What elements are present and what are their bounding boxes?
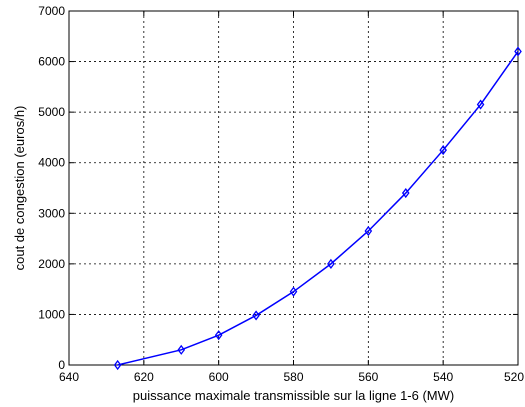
x-tick-label: 620 <box>134 370 154 384</box>
y-tick-label: 1000 <box>38 307 65 321</box>
y-tick-label: 5000 <box>38 105 65 119</box>
y-tick-label: 4000 <box>38 156 65 170</box>
data-point-marker <box>252 310 260 321</box>
data-point-marker <box>113 359 122 371</box>
data-point-marker <box>214 330 223 341</box>
x-axis-label: puissance maximale transmissible sur la … <box>133 388 455 403</box>
x-tick-label: 600 <box>209 370 229 384</box>
x-axis-ticks: 640 620 600 580 560 540 520 <box>59 11 524 384</box>
data-point-marker <box>401 187 410 199</box>
x-tick-label: 560 <box>358 370 378 384</box>
data-point-marker <box>327 258 335 269</box>
series-group <box>113 46 522 371</box>
x-tick-label: 640 <box>59 370 79 384</box>
y-tick-label: 0 <box>58 358 65 372</box>
x-tick-label: 520 <box>504 370 524 384</box>
series-line <box>117 51 519 366</box>
data-point-marker <box>364 225 373 237</box>
y-axis-ticks: 0 1000 2000 3000 4000 5000 6000 7000 <box>38 4 518 372</box>
y-tick-label: 3000 <box>38 206 65 220</box>
x-tick-label: 580 <box>283 370 303 384</box>
y-tick-label: 2000 <box>38 257 65 271</box>
x-tick-label: 540 <box>433 370 453 384</box>
y-tick-label: 6000 <box>38 55 65 69</box>
data-point-marker <box>289 286 298 297</box>
data-point-marker <box>514 46 522 57</box>
plot-frame <box>68 10 519 366</box>
data-point-marker <box>476 99 485 110</box>
y-tick-label: 7000 <box>38 4 65 18</box>
y-axis-label: cout de congestion (euros/h) <box>12 106 27 271</box>
data-point-marker <box>439 144 447 156</box>
grid <box>69 11 518 365</box>
data-point-marker <box>177 344 186 355</box>
